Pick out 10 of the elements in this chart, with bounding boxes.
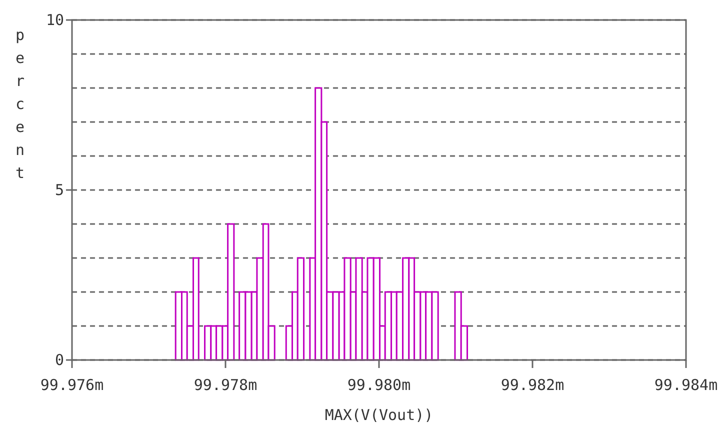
x-tick-label: 99.976m — [40, 376, 104, 394]
x-tick-label: 99.978m — [194, 376, 258, 394]
y-tick-label: 5 — [54, 181, 64, 199]
x-axis-title: MAX(V(Vout)) — [324, 406, 434, 424]
x-tick-label: 99.984m — [654, 376, 718, 394]
y-tick-label: 0 — [54, 351, 64, 369]
y-tick-label: 10 — [46, 11, 64, 29]
x-tick-label: 99.980m — [347, 376, 411, 394]
x-tick-label: 99.982m — [500, 376, 564, 394]
y-axis-title: percent — [15, 26, 25, 182]
